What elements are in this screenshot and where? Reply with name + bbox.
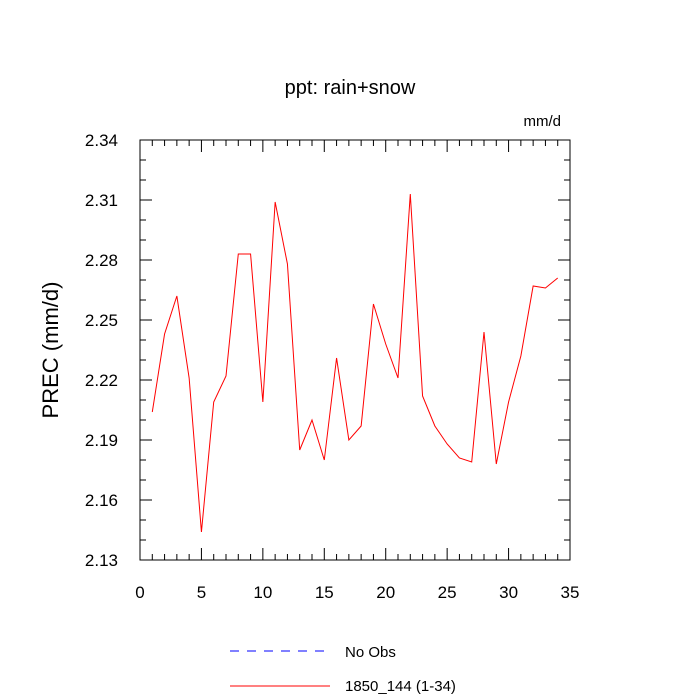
y-tick-label: 2.19 <box>85 431 118 450</box>
x-tick-label: 0 <box>135 583 144 602</box>
y-tick-label: 2.16 <box>85 491 118 510</box>
y-tick-label: 2.13 <box>85 551 118 570</box>
series-line-1 <box>151 193 559 533</box>
legend-run-label: 1850_144 (1-34) <box>345 678 456 695</box>
legend-no-obs-label: No Obs <box>345 644 396 661</box>
plot-frame <box>139 139 571 561</box>
y-tick-label: 2.22 <box>85 371 118 390</box>
x-tick-label: 15 <box>315 583 334 602</box>
y-tick-label: 2.28 <box>85 251 118 270</box>
chart-title: ppt: rain+snow <box>285 77 416 99</box>
y-tick-label: 2.31 <box>85 191 118 210</box>
x-tick-label: 30 <box>499 583 518 602</box>
x-tick-label: 35 <box>561 583 580 602</box>
y-axis-label: PREC (mm/d) <box>38 282 63 419</box>
x-tick-label: 25 <box>438 583 457 602</box>
tick-labels: 0 5 10 15 20 25 30 35 2.13 2.16 2.19 2.22 2.25 2.28 2.… <box>85 131 580 602</box>
legend: No Obs 1850_144 (1-34) <box>230 644 456 695</box>
y-tick-label: 2.25 <box>85 311 118 330</box>
tick-marks <box>139 139 571 561</box>
x-tick-label: 5 <box>197 583 206 602</box>
y-tick-label: 2.34 <box>85 131 118 150</box>
x-tick-label: 20 <box>376 583 395 602</box>
units-label: mm/d <box>524 113 562 130</box>
x-tick-label: 10 <box>253 583 272 602</box>
plot-series <box>151 193 559 533</box>
